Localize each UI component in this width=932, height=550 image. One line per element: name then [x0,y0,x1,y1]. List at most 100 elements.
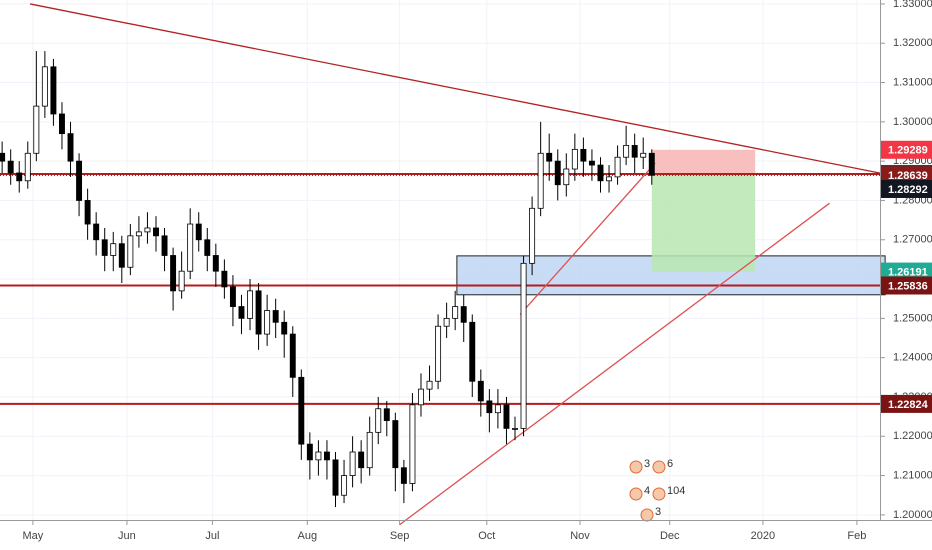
candle-body [178,270,185,292]
price-label-box [881,262,932,281]
target-zone [651,175,756,272]
candle-body [212,255,219,272]
candle-body [306,443,313,461]
y-tick-label: 1.22000 [893,430,932,442]
candle-body [67,133,74,162]
event-badge-count: 3 [644,458,650,470]
candle-body [631,145,638,158]
candle-body [33,105,40,154]
candle-body [255,290,262,335]
event-badge [640,508,654,522]
candle-body [59,113,65,135]
stop-zone [651,149,756,176]
candle-body [614,156,621,178]
y-tick-label: 1.33000 [893,0,932,10]
price-label: 1.28639 [888,170,928,182]
candle-body [127,235,134,268]
candle-body [281,321,288,335]
trendline [399,202,830,526]
price-label-box [881,166,932,185]
price-label-box [881,140,932,159]
candle-body [7,160,14,174]
candle-body [571,148,578,170]
candle-body [315,451,322,461]
candle-body [144,227,151,233]
event-badge [629,460,643,474]
price-label-box [881,179,932,198]
event-badge [652,487,666,501]
candle-body [537,152,544,209]
candle-body [221,270,228,288]
candle-body [41,66,48,107]
y-tick-label: 1.24000 [893,352,932,364]
candle-body [195,223,202,241]
candle-body [503,404,510,429]
x-tick-label: Feb [847,530,866,542]
candle-body [426,380,433,390]
x-tick-label: Oct [478,530,495,542]
x-tick-label: 2020 [751,530,775,542]
y-tick-label: 1.32000 [893,37,932,49]
candle-body [648,152,655,176]
candle-body [110,243,117,256]
y-tick-label: 1.25000 [893,312,932,324]
candle-body [418,388,424,406]
price-label: 1.28292 [888,184,928,196]
x-tick-label: May [23,530,44,542]
candle-body [272,310,279,323]
candle-body [494,404,501,414]
candle-body [640,152,647,158]
candle-body [375,408,382,433]
event-badge-count: 6 [667,458,673,470]
candle-body [512,428,518,430]
candle-body [289,333,296,378]
candle-body [204,239,211,256]
candle-body [383,408,390,421]
candle-body [161,235,168,256]
candle-body [153,227,159,237]
x-tick-label: Dec [660,530,680,542]
candle-body [229,286,236,307]
candle-body [563,168,570,186]
candle-body [84,200,91,225]
candle-body [392,420,399,469]
candle-body [332,459,339,496]
x-tick-label: Aug [298,530,318,542]
candle-body [323,451,330,461]
price-label: 1.26191 [888,266,928,278]
x-tick-label: Jun [118,530,136,542]
candle-body [435,325,442,382]
axes: 1.330001.320001.310001.300001.290001.280… [23,0,932,542]
candle-body [452,306,459,319]
candle-body [580,148,587,162]
x-tick-label: Sep [390,530,410,542]
candle-body [358,451,365,469]
candle-body [118,243,125,268]
candle-body [187,223,194,272]
y-tick-label: 1.30000 [893,116,932,128]
candle-body [486,400,493,414]
candle-body [469,321,476,382]
price-label: 1.22824 [888,399,929,411]
candle-body [16,172,23,182]
candle-body [247,290,253,319]
x-tick-label: Nov [570,530,590,542]
event-badge [629,487,643,501]
candle-body [76,160,83,201]
trendline [29,3,886,175]
candle-body [264,310,271,335]
candle-body [24,152,31,182]
candle-body [597,164,604,182]
candle-body [170,255,177,292]
candle-body [238,306,245,319]
candle-body [520,262,527,429]
trendline [519,162,656,315]
event-badge-count: 104 [667,485,685,497]
event-badge-count: 3 [655,506,661,518]
candle-body [0,152,6,162]
y-tick-label: 1.31000 [893,76,932,88]
candle-body [477,380,484,402]
candle-body [341,475,348,496]
candle-body [93,223,100,241]
